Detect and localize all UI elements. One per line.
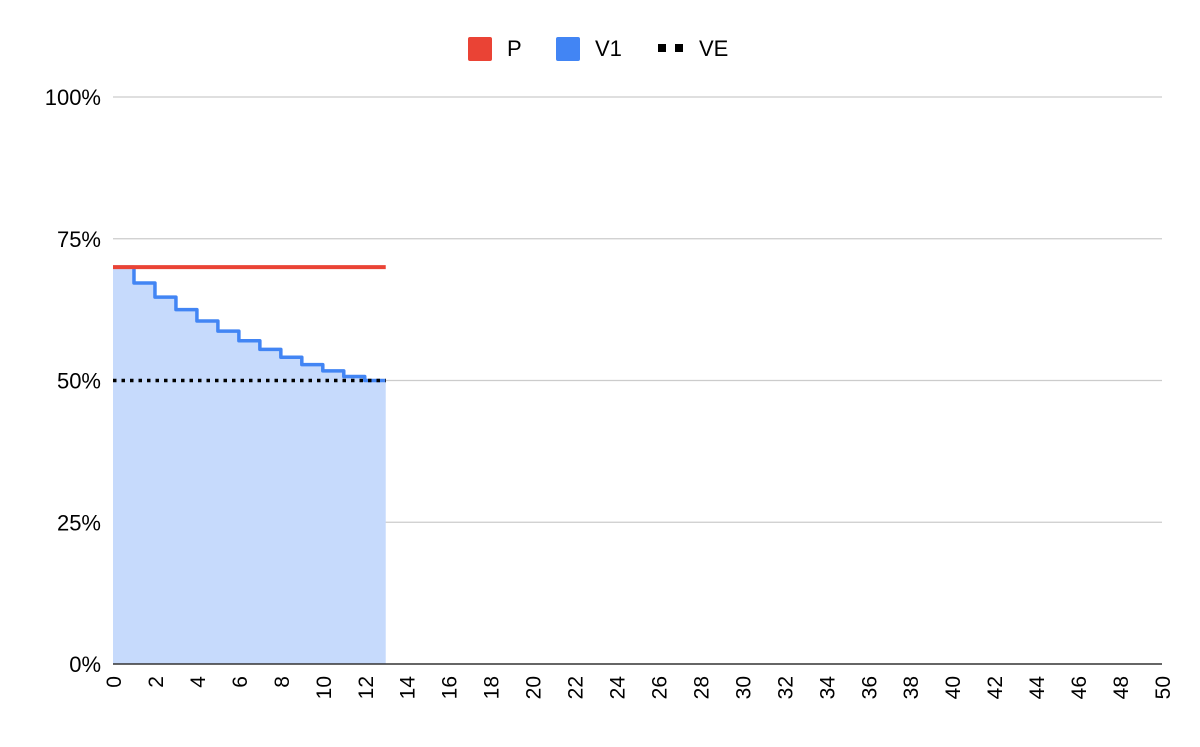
series-v1-line <box>113 265 386 383</box>
legend-item-v1: V1 <box>556 36 622 61</box>
legend-swatch <box>468 37 492 61</box>
legend-item-p: P <box>468 36 522 61</box>
x-tick-label: 42 <box>984 676 1007 699</box>
x-tick-label: 4 <box>187 676 210 688</box>
x-tick-label: 46 <box>1068 676 1091 699</box>
x-tick-label: 18 <box>481 676 504 699</box>
plot-area <box>113 265 386 664</box>
legend-swatch <box>556 37 580 61</box>
x-tick-label: 48 <box>1110 676 1133 699</box>
legend: P V1 VE <box>468 36 728 61</box>
y-tick-label: 0% <box>69 652 101 677</box>
legend-label: V1 <box>595 36 622 61</box>
legend-marker-dot <box>658 44 666 52</box>
x-tick-label: 6 <box>229 676 252 688</box>
x-tick-label: 50 <box>1152 676 1175 699</box>
axes: 0%25%50%75%100%0 2 4 6 8 10 12 14 16 18 20 22 24 26 28… <box>45 85 1175 699</box>
x-tick-label: 10 <box>313 676 336 699</box>
series-v1-area <box>113 267 386 664</box>
x-tick-label: 20 <box>523 676 546 699</box>
legend-label: P <box>507 36 522 61</box>
x-tick-label: 14 <box>397 676 420 700</box>
x-tick-label: 2 <box>145 676 168 688</box>
x-tick-label: 0 <box>103 676 126 688</box>
y-tick-label: 75% <box>57 227 101 252</box>
x-tick-label: 22 <box>565 676 588 699</box>
x-tick-label: 12 <box>355 676 378 699</box>
legend-marker-dot <box>675 44 683 52</box>
x-tick-label: 44 <box>1026 676 1049 700</box>
x-tick-label: 30 <box>732 676 755 699</box>
legend-item-ve: VE <box>658 36 728 61</box>
x-tick-label: 36 <box>858 676 881 699</box>
y-tick-label: 50% <box>57 369 101 394</box>
x-tick-label: 28 <box>690 676 713 699</box>
x-tick-label: 8 <box>271 676 294 688</box>
x-tick-label: 24 <box>607 676 630 700</box>
y-tick-label: 25% <box>57 510 101 535</box>
x-tick-label: 34 <box>816 676 839 700</box>
y-tick-label: 100% <box>45 85 101 110</box>
x-tick-label: 40 <box>942 676 965 699</box>
x-tick-label: 32 <box>774 676 797 699</box>
x-tick-label: 26 <box>648 676 671 699</box>
x-tick-label: 38 <box>900 676 923 699</box>
legend-label: VE <box>699 36 728 61</box>
x-tick-label: 16 <box>439 676 462 699</box>
